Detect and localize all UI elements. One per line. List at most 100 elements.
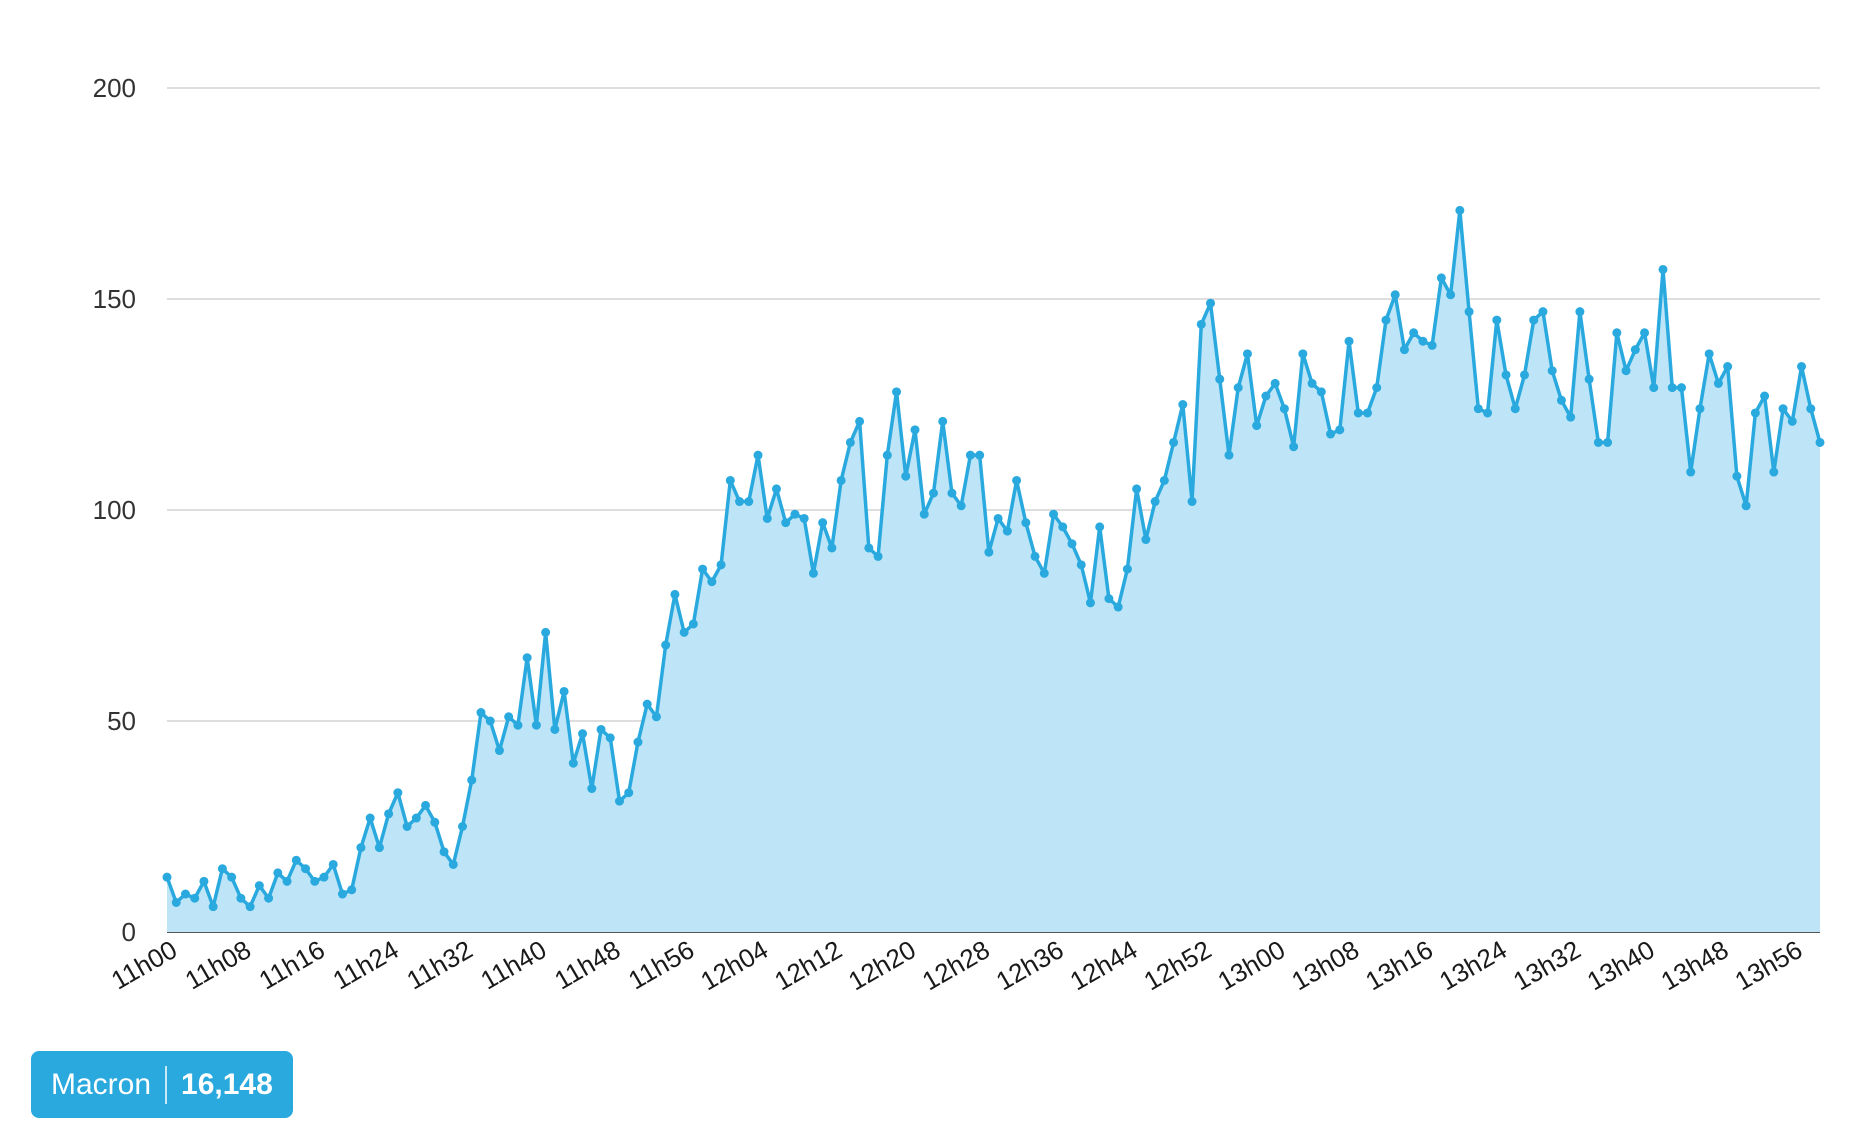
data-point[interactable] <box>264 893 274 903</box>
data-point[interactable] <box>430 817 440 827</box>
data-point[interactable] <box>301 864 311 874</box>
data-point[interactable] <box>762 513 772 523</box>
data-point[interactable] <box>541 627 551 637</box>
data-point[interactable] <box>476 708 486 718</box>
data-point[interactable] <box>864 543 874 553</box>
data-point[interactable] <box>1593 437 1603 447</box>
data-point[interactable] <box>1501 370 1511 380</box>
data-point[interactable] <box>1519 370 1529 380</box>
data-point[interactable] <box>873 551 883 561</box>
data-point[interactable] <box>190 893 200 903</box>
data-point[interactable] <box>1640 328 1650 338</box>
data-point[interactable] <box>1261 391 1271 401</box>
data-point[interactable] <box>1150 497 1160 507</box>
data-point[interactable] <box>679 627 689 637</box>
data-point[interactable] <box>1806 404 1816 414</box>
data-point[interactable] <box>845 437 855 447</box>
data-point[interactable] <box>1049 509 1059 519</box>
data-point[interactable] <box>1446 290 1456 300</box>
data-point[interactable] <box>1067 539 1077 549</box>
data-point[interactable] <box>485 716 495 726</box>
data-point[interactable] <box>928 488 938 498</box>
data-point[interactable] <box>1021 518 1031 528</box>
data-point[interactable] <box>1455 205 1465 215</box>
data-point[interactable] <box>310 876 320 886</box>
data-point[interactable] <box>1473 404 1483 414</box>
data-point[interactable] <box>1316 387 1326 397</box>
data-point[interactable] <box>614 796 624 806</box>
data-point[interactable] <box>1584 374 1594 384</box>
data-point[interactable] <box>448 859 458 869</box>
data-point[interactable] <box>707 577 717 587</box>
data-point[interactable] <box>1436 273 1446 283</box>
data-point[interactable] <box>716 560 726 570</box>
data-point[interactable] <box>642 699 652 709</box>
data-point[interactable] <box>1390 290 1400 300</box>
data-point[interactable] <box>1409 328 1419 338</box>
data-point[interactable] <box>1427 340 1437 350</box>
data-point[interactable] <box>596 724 606 734</box>
data-point[interactable] <box>605 733 615 743</box>
data-point[interactable] <box>1529 315 1539 325</box>
data-point[interactable] <box>494 746 504 756</box>
data-point[interactable] <box>1187 497 1197 507</box>
data-point[interactable] <box>993 513 1003 523</box>
data-point[interactable] <box>1215 374 1225 384</box>
data-point[interactable] <box>790 509 800 519</box>
data-point[interactable] <box>421 800 431 810</box>
data-point[interactable] <box>910 425 920 435</box>
data-point[interactable] <box>1686 467 1696 477</box>
data-point[interactable] <box>568 758 578 768</box>
data-point[interactable] <box>1695 404 1705 414</box>
data-point[interactable] <box>633 737 643 747</box>
data-point[interactable] <box>513 720 523 730</box>
data-point[interactable] <box>1095 522 1105 532</box>
data-point[interactable] <box>1206 298 1216 308</box>
data-point[interactable] <box>965 450 975 460</box>
data-point[interactable] <box>171 897 181 907</box>
data-point[interactable] <box>1399 345 1409 355</box>
data-point[interactable] <box>1353 408 1363 418</box>
data-point[interactable] <box>1169 437 1179 447</box>
data-point[interactable] <box>467 775 477 785</box>
data-point[interactable] <box>1104 594 1114 604</box>
data-point[interactable] <box>1122 564 1132 574</box>
data-point[interactable] <box>439 847 449 857</box>
data-point[interactable] <box>531 720 541 730</box>
data-point[interactable] <box>402 822 412 831</box>
data-point[interactable] <box>411 813 421 823</box>
data-point[interactable] <box>162 872 172 882</box>
data-point[interactable] <box>1141 535 1151 545</box>
data-point[interactable] <box>1797 362 1807 372</box>
data-point[interactable] <box>698 564 708 574</box>
data-point[interactable] <box>1492 315 1502 325</box>
data-point[interactable] <box>1279 404 1289 414</box>
data-point[interactable] <box>1723 362 1733 372</box>
data-point[interactable] <box>291 855 301 865</box>
data-point[interactable] <box>1704 349 1714 359</box>
data-point[interactable] <box>984 547 994 557</box>
data-point[interactable] <box>882 450 892 460</box>
data-point[interactable] <box>1113 602 1123 612</box>
data-point[interactable] <box>1344 336 1354 346</box>
data-point[interactable] <box>855 416 865 426</box>
data-point[interactable] <box>550 724 560 734</box>
data-point[interactable] <box>1483 408 1493 418</box>
data-point[interactable] <box>1418 336 1428 346</box>
data-point[interactable] <box>1252 421 1262 431</box>
data-point[interactable] <box>356 843 366 853</box>
data-point[interactable] <box>1178 400 1188 409</box>
data-point[interactable] <box>1381 315 1391 325</box>
data-point[interactable] <box>1741 501 1751 511</box>
data-point[interactable] <box>1649 383 1659 393</box>
data-point[interactable] <box>1760 391 1770 401</box>
data-point[interactable] <box>947 488 957 498</box>
data-point[interactable] <box>347 885 357 895</box>
data-point[interactable] <box>1270 378 1280 388</box>
data-point[interactable] <box>180 889 190 899</box>
data-point[interactable] <box>771 484 781 494</box>
data-point[interactable] <box>1242 349 1252 359</box>
data-point[interactable] <box>578 729 588 739</box>
data-point[interactable] <box>1538 307 1548 317</box>
data-point[interactable] <box>522 653 532 663</box>
